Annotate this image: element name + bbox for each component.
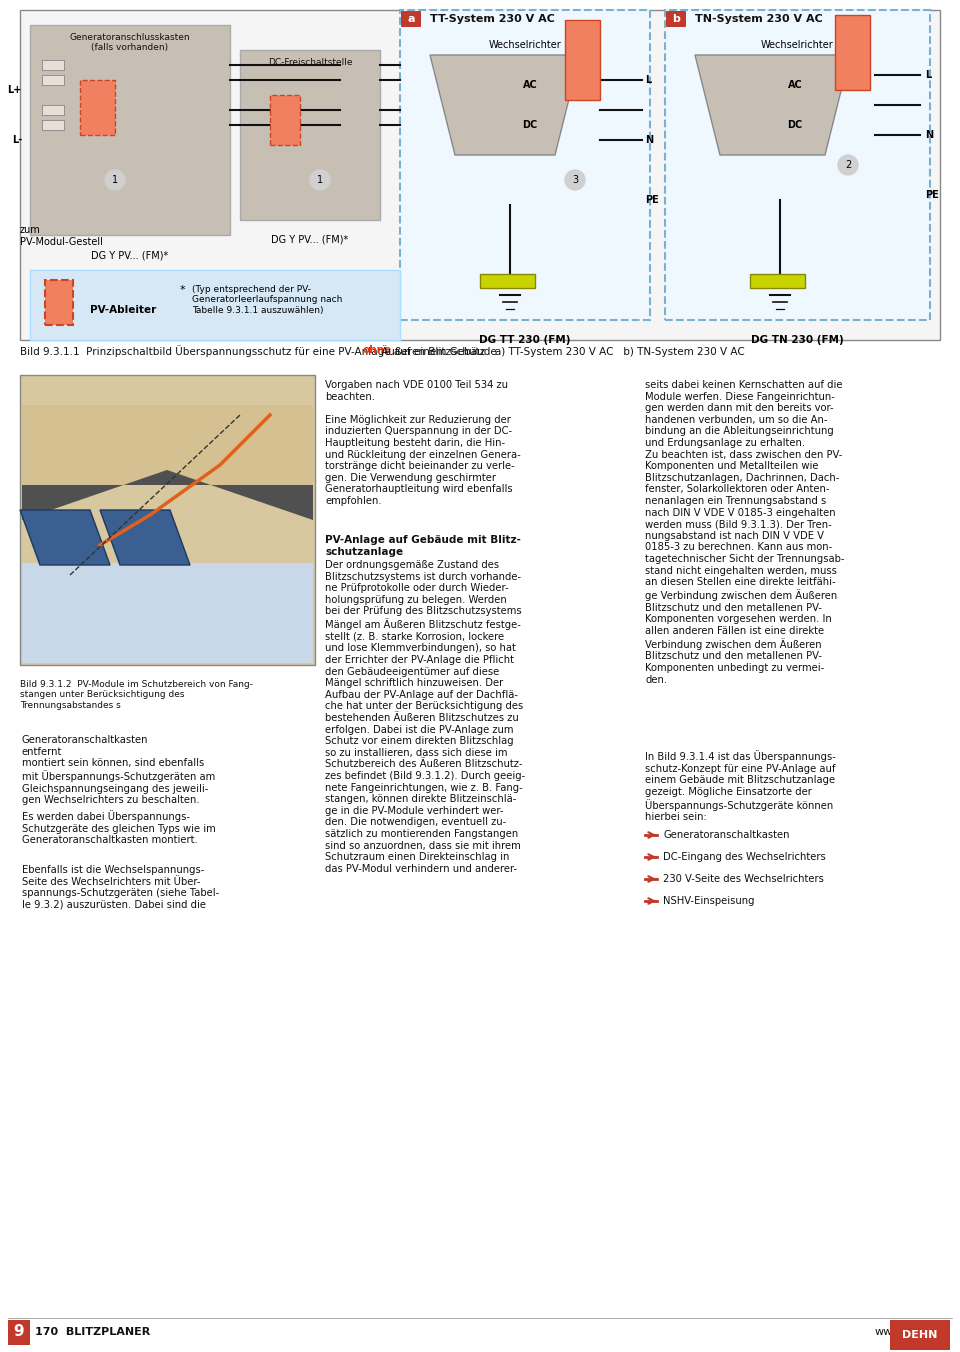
Text: NSHV-Einspeisung: NSHV-Einspeisung	[663, 896, 755, 906]
Text: Es werden dabei Überspannungs-
Schutzgeräte des gleichen Typs wie im
Generatoran: Es werden dabei Überspannungs- Schutzger…	[22, 810, 216, 845]
Text: b: b	[672, 14, 680, 24]
Text: 170  BLITZPLANER: 170 BLITZPLANER	[35, 1328, 151, 1337]
Bar	[565, 20, 600, 100]
Bar	[22, 562, 313, 662]
Bar	[835, 15, 870, 91]
Bar	[42, 120, 64, 130]
Bar	[30, 24, 230, 235]
Bar	[270, 95, 300, 145]
Text: AC: AC	[522, 80, 538, 91]
Text: DG Y PV... (FM)*: DG Y PV... (FM)*	[91, 250, 169, 260]
Text: Ebenfalls ist die Wechselspannungs-
Seite des Wechselrichters mit Über-
spannung: Ebenfalls ist die Wechselspannungs- Seit…	[22, 865, 219, 910]
Bar	[42, 105, 64, 115]
Text: Wechselrichter: Wechselrichter	[761, 41, 834, 50]
Text: Bild 9.3.1.2  PV-Module im Schutzbereich von Fang-
stangen unter Berücksichtigun: Bild 9.3.1.2 PV-Module im Schutzbereich …	[20, 680, 253, 710]
Text: Bild 9.3.1.1  Prinzipschaltbild Überspannungsschutz für eine PV-Anlage auf einem: Bild 9.3.1.1 Prinzipschaltbild Überspann…	[20, 345, 500, 357]
Bar	[480, 274, 535, 288]
Text: Generatoranschlusskasten
(falls vorhanden): Generatoranschlusskasten (falls vorhande…	[70, 32, 190, 53]
Text: PE: PE	[645, 195, 659, 206]
Bar	[400, 9, 650, 320]
Text: Wechselrichter: Wechselrichter	[489, 41, 562, 50]
Polygon shape	[20, 510, 110, 565]
Bar	[80, 80, 115, 135]
Bar	[30, 270, 400, 339]
Polygon shape	[430, 55, 580, 155]
Circle shape	[310, 170, 330, 191]
Circle shape	[565, 170, 585, 191]
FancyBboxPatch shape	[666, 11, 686, 27]
Text: AC: AC	[787, 80, 803, 91]
Text: DG TN 230 (FM): DG TN 230 (FM)	[751, 335, 844, 345]
Text: 2: 2	[845, 160, 852, 170]
Text: Vorgaben nach VDE 0100 Teil 534 zu
beachten.

Eine Möglichkeit zur Reduzierung d: Vorgaben nach VDE 0100 Teil 534 zu beach…	[325, 380, 520, 506]
Text: www.dehn.de: www.dehn.de	[875, 1328, 950, 1337]
Polygon shape	[22, 470, 313, 521]
Text: In Bild 9.3.1.4 ist das Überspannungs-
schutz-Konzept für eine PV-Anlage auf
ein: In Bild 9.3.1.4 ist das Überspannungs- s…	[645, 750, 836, 822]
Bar	[22, 406, 313, 485]
Text: seits dabei keinen Kernschatten auf die
Module werfen. Diese Fangeinrichtun-
gen: seits dabei keinen Kernschatten auf die …	[645, 380, 845, 684]
Text: PV-Ableiter: PV-Ableiter	[90, 306, 156, 315]
Text: 1: 1	[112, 174, 118, 185]
Bar	[665, 9, 930, 320]
Text: a: a	[407, 14, 415, 24]
Text: 230 V-Seite des Wechselrichters: 230 V-Seite des Wechselrichters	[663, 873, 824, 884]
Text: 3: 3	[572, 174, 578, 185]
Text: L-: L-	[12, 135, 22, 145]
Circle shape	[838, 155, 858, 174]
Bar	[42, 59, 64, 70]
Bar	[20, 375, 315, 665]
Text: L: L	[645, 74, 651, 85]
Bar	[240, 50, 380, 220]
Text: DC-Eingang des Wechselrichters: DC-Eingang des Wechselrichters	[663, 852, 826, 863]
Text: L+: L+	[8, 85, 22, 95]
Text: *: *	[180, 285, 185, 295]
Text: TT-System 230 V AC: TT-System 230 V AC	[430, 14, 555, 24]
Text: PE: PE	[925, 191, 939, 200]
Text: PV-Anlage auf Gebäude mit Blitz-
schutzanlage: PV-Anlage auf Gebäude mit Blitz- schutza…	[325, 535, 521, 557]
Text: Generatoranschaltkasten
entfernt
montiert sein können, sind ebenfalls
mit Übersp: Generatoranschaltkasten entfernt montier…	[22, 735, 215, 806]
Text: N: N	[645, 135, 653, 145]
Text: Äußeren Blitzschutz   a) TT-System 230 V AC   b) TN-System 230 V AC: Äußeren Blitzschutz a) TT-System 230 V A…	[378, 345, 745, 357]
Bar	[750, 274, 805, 288]
Circle shape	[105, 170, 125, 191]
FancyBboxPatch shape	[401, 11, 421, 27]
Text: DG Y PV... (FM)*: DG Y PV... (FM)*	[272, 235, 348, 245]
Polygon shape	[100, 510, 190, 565]
Text: ohne: ohne	[363, 345, 392, 356]
Text: 1: 1	[317, 174, 324, 185]
Bar	[8, 1320, 30, 1345]
Text: zum
PV-Modul-Gestell: zum PV-Modul-Gestell	[20, 224, 103, 246]
Text: Der ordnungsgemäße Zustand des
Blitzschutzsystems ist durch vorhande-
ne Prüfpro: Der ordnungsgemäße Zustand des Blitzschu…	[325, 560, 525, 873]
Text: (Typ entsprechend der PV-
Generatorleerlaufspannung nach
Tabelle 9.3.1.1 auszuwä: (Typ entsprechend der PV- Generatorleerl…	[192, 285, 343, 315]
Text: Generatoranschaltkasten: Generatoranschaltkasten	[663, 830, 789, 840]
Bar	[20, 9, 940, 339]
Text: N: N	[925, 130, 933, 141]
Polygon shape	[695, 55, 850, 155]
Text: DG TT 230 (FM): DG TT 230 (FM)	[479, 335, 571, 345]
Text: L: L	[925, 70, 931, 80]
Text: DC-Freischaltstelle: DC-Freischaltstelle	[268, 58, 352, 68]
Text: DEHN: DEHN	[902, 1330, 938, 1340]
Bar	[45, 280, 73, 324]
Text: 9: 9	[13, 1325, 24, 1340]
Bar	[42, 74, 64, 85]
Text: DC: DC	[522, 120, 538, 130]
Text: TN-System 230 V AC: TN-System 230 V AC	[695, 14, 823, 24]
Bar	[890, 1320, 950, 1351]
Text: DC: DC	[787, 120, 803, 130]
